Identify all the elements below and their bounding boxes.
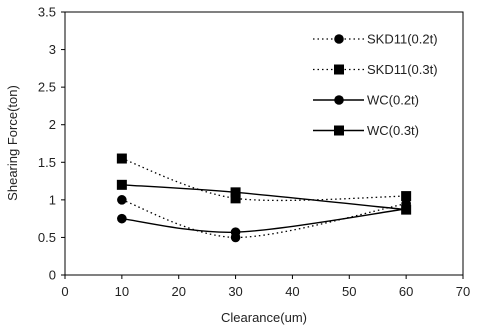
- x-tick-label: 70: [456, 284, 470, 299]
- data-point-square: [401, 191, 412, 202]
- x-axis-title: Clearance(um): [221, 310, 307, 325]
- y-axis-title: Shearing Force(ton): [5, 85, 20, 201]
- data-point-square: [230, 193, 241, 204]
- legend-label: SKD11(0.2t): [367, 32, 438, 47]
- legend-item: WC(0.2t): [313, 93, 419, 108]
- data-point-circle: [117, 195, 127, 205]
- legend-label: WC(0.3t): [367, 123, 419, 138]
- data-point-square: [116, 153, 127, 164]
- y-tick-label: 2: [49, 117, 56, 132]
- legend-item: SKD11(0.3t): [313, 62, 438, 77]
- legend-item: SKD11(0.2t): [313, 32, 438, 47]
- legend: SKD11(0.2t) SKD11(0.3t) WC(0.2t) WC(0.3t): [313, 32, 438, 138]
- y-tick-label: 1: [49, 192, 56, 207]
- series-wc-0-2t: [117, 204, 411, 237]
- y-tick-label: 0.5: [38, 230, 56, 245]
- legend-square-marker: [334, 64, 344, 75]
- series-skd11-0-2t: [117, 195, 411, 243]
- y-tick-label: 2.5: [38, 80, 56, 95]
- y-tick-label: 3.5: [38, 5, 56, 20]
- y-tick-label: 3: [49, 42, 56, 57]
- axes: [64, 11, 464, 276]
- y-tick-label: 1.5: [38, 155, 56, 170]
- legend-item: WC(0.3t): [313, 123, 419, 138]
- legend-label: WC(0.2t): [367, 93, 419, 108]
- data-point-square: [230, 187, 241, 198]
- x-tick-label: 30: [228, 284, 242, 299]
- data-point-circle: [230, 227, 241, 237]
- plot-frame: [64, 11, 464, 276]
- series-wc-0-3t: [116, 179, 412, 215]
- x-tick-label: 10: [115, 284, 129, 299]
- series-line: [121, 184, 407, 211]
- x-tick-label: 0: [61, 284, 68, 299]
- x-axis-ticks: 0 10 20 30 40 50 60 70: [61, 275, 470, 299]
- series-line: [121, 157, 407, 202]
- x-tick-label: 40: [285, 284, 299, 299]
- data-point-circle: [117, 213, 127, 224]
- legend-label: SKD11(0.3t): [367, 62, 438, 77]
- legend-circle-marker: [334, 95, 344, 105]
- series-line: [121, 208, 407, 233]
- legend-circle-marker: [334, 34, 344, 44]
- x-tick-label: 20: [171, 284, 185, 299]
- series-skd11-0-3t: [116, 153, 412, 204]
- legend-square-marker: [334, 125, 344, 136]
- data-point-square: [116, 179, 127, 190]
- y-tick-label: 0: [49, 268, 56, 283]
- x-tick-label: 50: [342, 284, 356, 299]
- y-axis-ticks: 0 0.5 1 1.5 2 2.5 3 3.5: [38, 5, 65, 283]
- data-point-square: [401, 204, 412, 215]
- x-tick-label: 60: [399, 284, 413, 299]
- data-series: [116, 153, 412, 243]
